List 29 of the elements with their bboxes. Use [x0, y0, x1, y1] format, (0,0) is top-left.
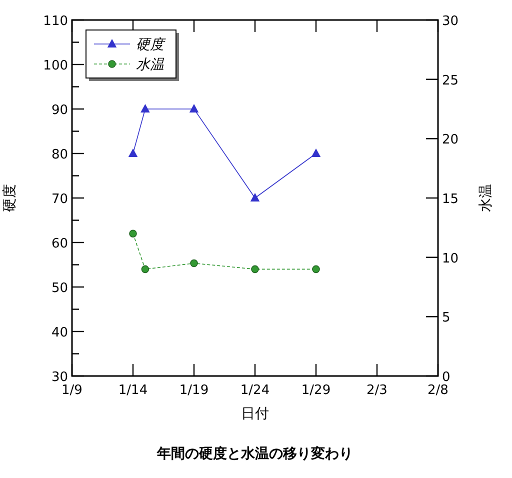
y2-tick-label: 5: [442, 310, 450, 326]
y-tick-label: 40: [51, 326, 68, 340]
x-tick-label: 1/29: [301, 383, 331, 398]
y2-tick-label: 15: [442, 192, 459, 207]
text: 年間の硬度と水温の移り変わり: [156, 445, 353, 462]
y2-tick-label: 25: [442, 73, 459, 88]
y-tick-label: 100: [43, 58, 68, 74]
y-tick-label: 80: [51, 148, 68, 162]
y2-tick-label: 10: [442, 251, 459, 266]
y-tick-label: 110: [43, 14, 68, 29]
y-tick-label: 30: [51, 370, 68, 385]
y2-axis-title: 水温: [478, 184, 494, 212]
x-tick-label: 1/9: [62, 383, 82, 398]
y2-tick-label: 0: [442, 370, 450, 385]
y2-tick-label: 30: [442, 14, 459, 29]
x-tick-label: 1/14: [118, 383, 148, 398]
x-tick-label: 2/8: [428, 383, 448, 398]
y-tick-label: 90: [51, 103, 68, 118]
y-tick-label: 70: [51, 192, 68, 207]
x-tick-label: 2/3: [366, 383, 388, 398]
legend-label: 水温: [136, 57, 165, 73]
legend-label: 硬度: [136, 37, 166, 53]
x-axis-title: 日付: [241, 406, 269, 422]
y2-tick-label: 20: [442, 132, 459, 148]
x-tick-label: 1/24: [240, 383, 270, 398]
y-tick-label: 50: [51, 281, 68, 296]
y-tick-label: 60: [51, 236, 68, 252]
x-tick-label: 1/19: [179, 383, 209, 398]
y-axis-title: 硬度: [2, 184, 18, 212]
